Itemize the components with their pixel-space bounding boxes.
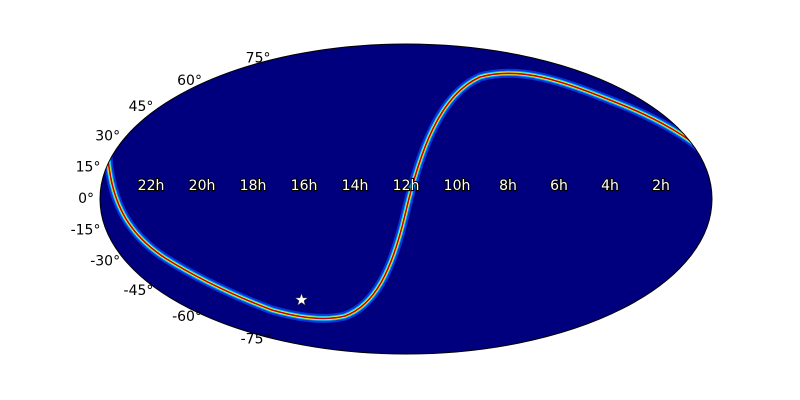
x-tick-label: 4h: [601, 178, 619, 194]
band-core: [107, 72, 712, 320]
y-tick-label: 45°: [129, 99, 154, 115]
y-tick-label: -75°: [241, 331, 271, 347]
x-tick-label: 16h: [291, 178, 318, 194]
y-tick-label: -15°: [71, 223, 101, 239]
y-tick-label: 15°: [76, 159, 101, 175]
sky-outline: [99, 43, 713, 355]
y-tick-label: 30°: [95, 128, 120, 144]
y-tick-label: 60°: [177, 73, 202, 89]
y-tick-label: 75°: [246, 51, 271, 67]
x-tick-label: 20h: [189, 178, 216, 194]
x-tick-label: 10h: [444, 178, 471, 194]
x-tick-label: 12h: [393, 178, 420, 194]
x-tick-label: 22h: [138, 178, 165, 194]
x-tick-label: 8h: [499, 178, 517, 194]
probability-band: [103, 68, 712, 323]
x-tick-label: 18h: [240, 178, 267, 194]
y-tick-label: 0°: [78, 191, 94, 207]
y-tick-label: -45°: [124, 283, 154, 299]
y-tick-label: -30°: [90, 254, 120, 270]
star-marker: [294, 292, 309, 306]
y-tick-label: -60°: [172, 309, 202, 325]
x-tick-label: 2h: [652, 178, 670, 194]
x-tick-label: 6h: [550, 178, 568, 194]
x-tick-label: 14h: [342, 178, 369, 194]
